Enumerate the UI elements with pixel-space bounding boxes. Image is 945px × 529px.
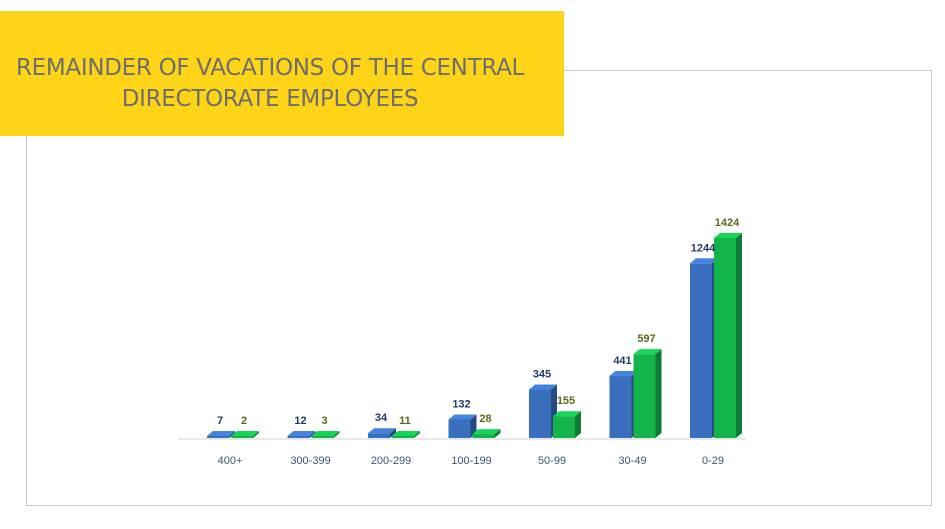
x-tick-label-0-29: 0-29 [702, 455, 724, 467]
bar-1-100-199 [448, 414, 477, 438]
bar-1-30-49 [609, 371, 638, 438]
data-label-1-0-29: 1244 [691, 242, 716, 254]
x-tick-label-30-49: 30-49 [618, 455, 646, 467]
x-tick-label-100-199: 100-199 [451, 455, 491, 467]
data-label-1-50-99: 345 [533, 369, 551, 381]
bar-2-100-199 [472, 429, 501, 438]
title-banner: REMAINDER OF VACATIONS OF THE CENTRAL DI… [0, 11, 564, 136]
bar-2-400+ [231, 431, 259, 438]
data-label-1-30-49: 441 [613, 355, 631, 367]
data-label-2-30-49: 597 [637, 333, 655, 345]
bar-2-50-99 [553, 411, 581, 438]
bar-2-200-299 [392, 431, 420, 438]
data-labels-layer: 7 2 12 3 34 11 132 28 345 155 441 597 1244 1424 [217, 217, 740, 427]
data-label-2-50-99: 155 [557, 395, 575, 407]
bar-2-0-29 [714, 233, 742, 438]
chart-title: REMAINDER OF VACATIONS OF THE CENTRAL DI… [15, 55, 525, 112]
data-label-2-100-199: 28 [479, 413, 491, 425]
data-label-1-400+: 7 [217, 415, 223, 427]
x-tick-label-50-99: 50-99 [538, 455, 566, 467]
data-label-2-0-29: 1424 [715, 217, 740, 229]
data-label-1-100-199: 132 [452, 398, 470, 410]
x-tick-label-200-299: 200-299 [371, 455, 411, 467]
bar-1-300-399 [287, 431, 316, 438]
bar-1-200-299 [368, 428, 396, 438]
bars-layer [207, 233, 742, 438]
x-tick-label-400+: 400+ [218, 455, 243, 467]
data-label-2-400+: 2 [241, 415, 247, 427]
data-label-1-200-299: 34 [375, 412, 388, 424]
data-label-2-300-399: 3 [321, 415, 327, 427]
bar-2-30-49 [633, 349, 662, 438]
data-label-1-300-399: 12 [294, 415, 306, 427]
tick-labels-layer: 400+ 300-399 200-299 100-199 50-99 30-49 0-29 [218, 455, 724, 467]
bar-1-0-29 [690, 258, 718, 438]
bar-1-400+ [207, 431, 235, 438]
data-label-2-200-299: 11 [399, 415, 411, 427]
bar-2-300-399 [311, 431, 340, 438]
bar-1-50-99 [529, 384, 557, 438]
x-tick-label-300-399: 300-399 [290, 455, 330, 467]
